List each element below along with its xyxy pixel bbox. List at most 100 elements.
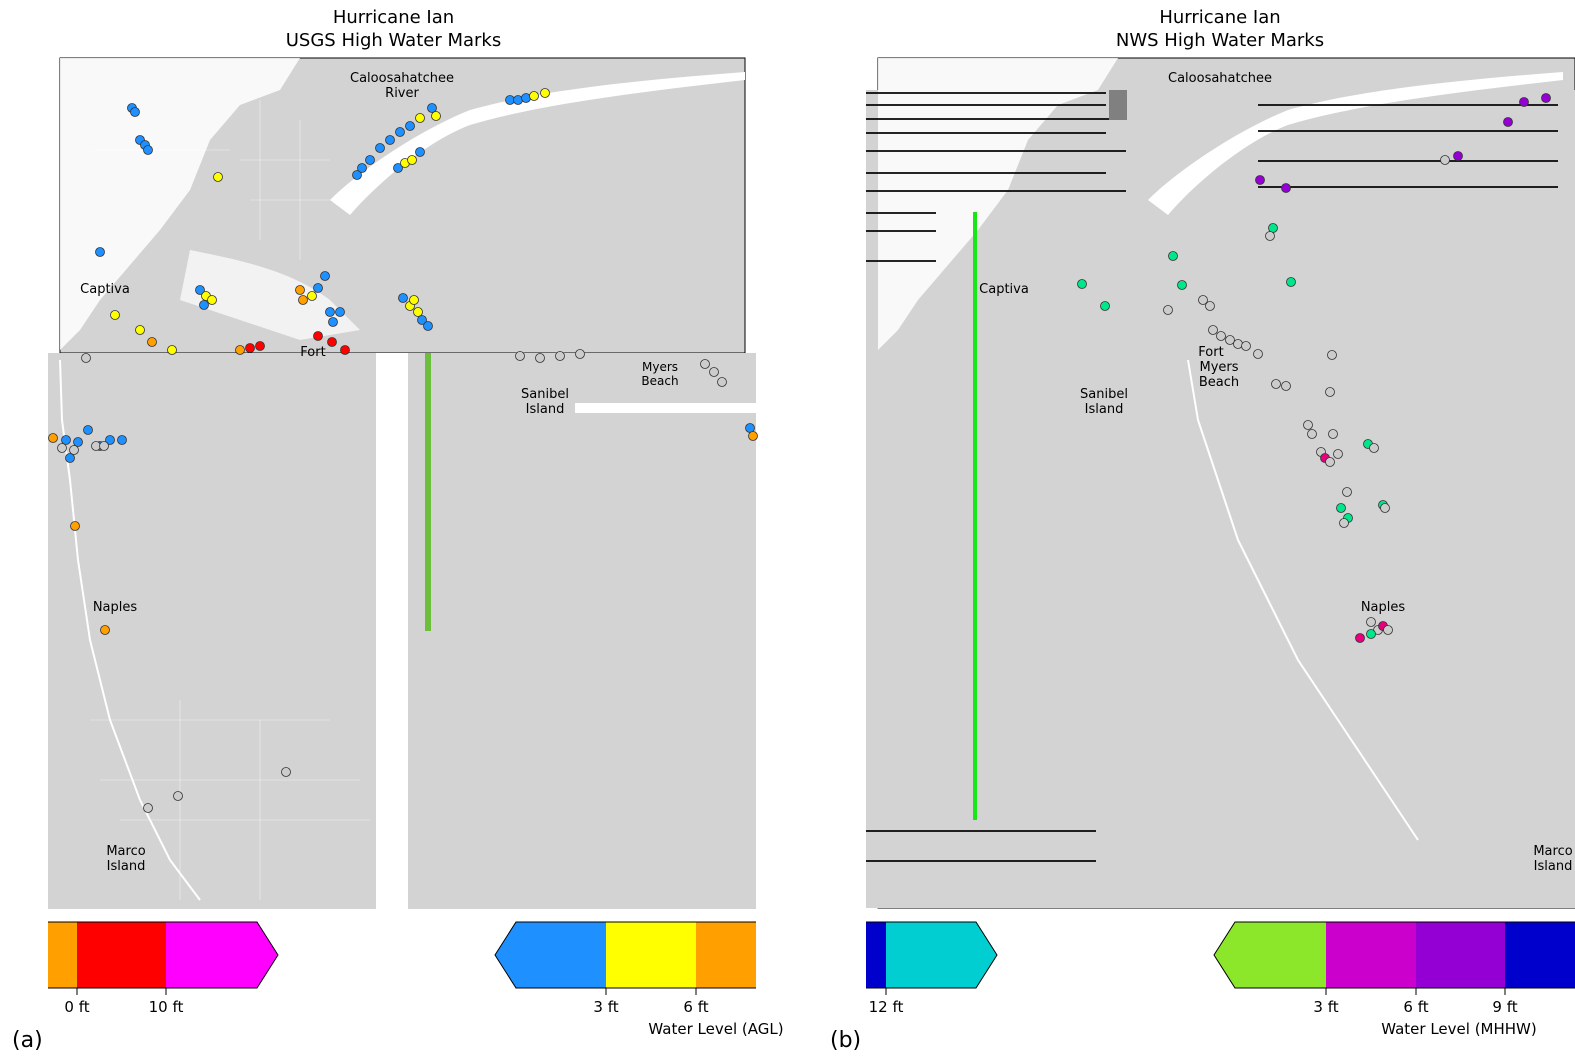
colorbar-label: Water Level (AGL) (648, 1020, 783, 1038)
high-water-mark (375, 143, 385, 153)
high-water-mark (117, 435, 127, 445)
high-water-mark (1208, 325, 1218, 335)
high-water-markers (48, 88, 758, 813)
label-marco-1: Marco (106, 844, 145, 859)
colorbar-segment-yellow (606, 922, 696, 988)
colorbar-tick-label: 6 ft (683, 998, 708, 1016)
high-water-mark (173, 791, 183, 801)
high-water-mark (709, 367, 719, 377)
high-water-mark (1325, 457, 1335, 467)
high-water-mark (255, 341, 265, 351)
high-water-mark (281, 767, 291, 777)
high-water-mark (1281, 381, 1291, 391)
colorbar-tick-label: 0 ft (64, 998, 89, 1016)
label-sanibel-1: Sanibel (521, 387, 569, 402)
high-water-mark (1225, 335, 1235, 345)
panel-title: Hurricane Ian NWS High Water Marks (818, 6, 1575, 52)
high-water-mark (207, 295, 217, 305)
high-water-mark (431, 111, 441, 121)
high-water-mark (61, 435, 71, 445)
label-naples: Naples (1361, 600, 1406, 615)
colorbar-segment-purple (1416, 922, 1505, 988)
map-frame-extended (866, 90, 1575, 908)
high-water-mark (340, 345, 350, 355)
high-water-mark (195, 285, 205, 295)
high-water-mark (213, 172, 223, 182)
high-water-mark (327, 337, 337, 347)
colorbar-segment-green (1214, 922, 1326, 988)
high-water-mark (535, 353, 545, 363)
high-water-mark (1307, 429, 1317, 439)
high-water-mark (1366, 617, 1376, 627)
colorbar-segment-blue (495, 922, 606, 988)
label-river-2: River (385, 86, 419, 101)
high-water-mark (1281, 183, 1291, 193)
label-river-1: Caloosahatchee (350, 71, 454, 86)
high-water-mark (95, 247, 105, 257)
high-water-mark (1453, 151, 1463, 161)
high-water-mark (73, 437, 83, 447)
high-water-mark (398, 293, 408, 303)
high-water-mark (1177, 280, 1187, 290)
high-water-mark (575, 349, 585, 359)
panel-title: Hurricane Ian USGS High Water Marks (0, 6, 787, 52)
high-water-mark (1333, 449, 1343, 459)
high-water-mark (423, 321, 433, 331)
title-line-2: USGS High Water Marks (285, 30, 502, 51)
high-water-mark (57, 443, 67, 453)
high-water-mark (100, 625, 110, 635)
high-water-mark (1265, 231, 1275, 241)
label-sanibel-2: Island (526, 402, 565, 417)
high-water-mark (540, 88, 550, 98)
high-water-mark (1541, 93, 1551, 103)
high-water-mark (235, 345, 245, 355)
high-water-mark (1255, 175, 1265, 185)
high-water-mark (167, 345, 177, 355)
high-water-mark (328, 317, 338, 327)
colorbar-right: 3 ft 6 ft 9 ft Water Level (MHHW) (1213, 921, 1575, 1038)
high-water-mark (415, 113, 425, 123)
high-water-mark (555, 351, 565, 361)
label-sanibel-1: Sanibel (1080, 387, 1128, 402)
high-water-mark (335, 307, 345, 317)
panel-usgs: Hurricane Ian USGS High Water Marks (0, 0, 787, 1064)
artifact-bar (575, 403, 756, 413)
colorbar-label: Water Level (MHHW) (1381, 1020, 1537, 1038)
high-water-mark (352, 170, 362, 180)
high-water-mark (313, 331, 323, 341)
label-marco-1: Marco (1533, 844, 1572, 859)
high-water-mark (81, 353, 91, 363)
high-water-mark (748, 431, 758, 441)
label-naples: Naples (93, 600, 138, 615)
colorbar-outline (866, 921, 998, 989)
high-water-mark (700, 359, 710, 369)
high-water-mark (130, 107, 140, 117)
colorbar-outline (1213, 921, 1575, 989)
colorbar-tick-label: 3 ft (593, 998, 618, 1016)
colorbar-outline (494, 921, 756, 989)
high-water-mark (1325, 387, 1335, 397)
high-water-mark (395, 127, 405, 137)
panel-letter: (b) (830, 1028, 862, 1053)
high-water-mark (1077, 279, 1087, 289)
high-water-mark (413, 307, 423, 317)
water-bay (180, 250, 360, 340)
label-marco-2: Island (1534, 859, 1573, 874)
high-water-mark (325, 307, 335, 317)
high-water-mark (409, 295, 419, 305)
colorbar-segment-orange (696, 922, 756, 988)
high-water-mark (1233, 339, 1243, 349)
high-water-mark (529, 91, 539, 101)
high-water-mark (407, 155, 417, 165)
high-water-mark (717, 377, 727, 387)
colorbar-tick-label: 9 ft (1492, 998, 1517, 1016)
high-water-mark (417, 315, 427, 325)
high-water-mark (245, 343, 255, 353)
label-river-1: Caloosahatchee (1168, 71, 1272, 86)
title-line-2: NWS High Water Marks (1115, 30, 1325, 51)
label-marco-2: Island (107, 859, 146, 874)
water-river (330, 72, 745, 215)
high-water-mark (48, 433, 58, 443)
high-water-mark (1205, 301, 1215, 311)
high-water-mark (415, 147, 425, 157)
